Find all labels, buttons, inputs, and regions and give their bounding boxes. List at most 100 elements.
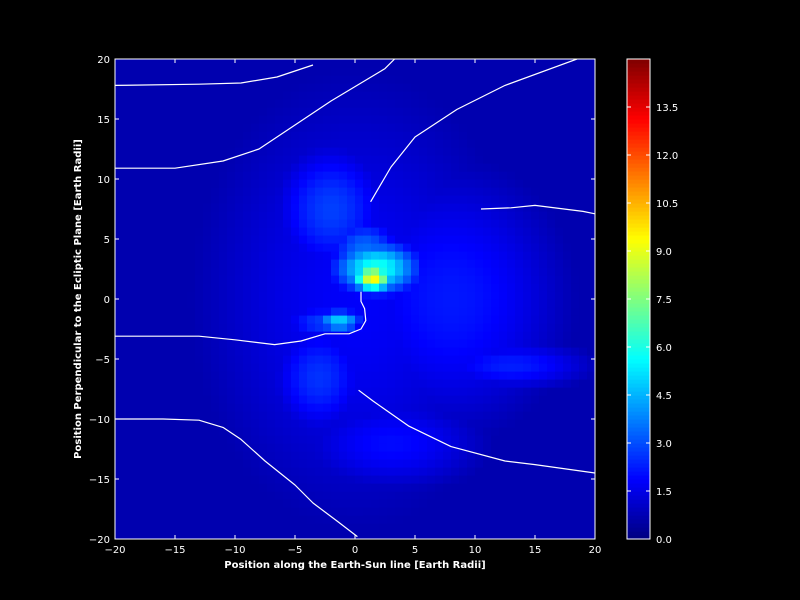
heatmap-cell xyxy=(379,211,388,220)
colorbar-segment xyxy=(627,327,650,332)
heatmap-cell xyxy=(587,395,595,404)
heatmap-cell xyxy=(483,363,492,372)
heatmap-cell xyxy=(115,107,124,116)
heatmap-cell xyxy=(155,107,164,116)
heatmap-cell xyxy=(443,187,452,196)
heatmap-cell xyxy=(579,187,588,196)
heatmap-cell xyxy=(523,251,532,260)
colorbar-segment xyxy=(627,95,650,100)
heatmap-cell xyxy=(315,259,324,268)
heatmap-cell xyxy=(523,211,532,220)
heatmap-cell xyxy=(259,323,268,332)
heatmap-cell xyxy=(155,211,164,220)
heatmap-cell xyxy=(483,155,492,164)
heatmap-cell xyxy=(171,171,180,180)
heatmap-cell xyxy=(371,291,380,300)
heatmap-cell xyxy=(139,123,148,132)
heatmap-cell xyxy=(587,315,595,324)
heatmap-cell xyxy=(427,59,436,68)
heatmap-cell xyxy=(419,419,428,428)
heatmap-cell xyxy=(251,251,260,260)
heatmap-cell xyxy=(339,403,348,412)
heatmap-cell xyxy=(259,211,268,220)
heatmap-cell xyxy=(283,131,292,140)
heatmap-cell xyxy=(299,59,308,68)
colorbar-segment xyxy=(627,379,650,384)
heatmap-cell xyxy=(219,99,228,108)
heatmap-cell xyxy=(259,267,268,276)
colorbar-segment xyxy=(627,275,650,280)
heatmap-cell xyxy=(507,251,516,260)
heatmap-cell xyxy=(259,179,268,188)
heatmap-cell xyxy=(283,91,292,100)
heatmap-cell xyxy=(499,155,508,164)
heatmap-cell xyxy=(379,259,388,268)
heatmap-cell xyxy=(355,475,364,484)
heatmap-cell xyxy=(243,307,252,316)
heatmap-cell xyxy=(571,163,580,172)
heatmap-cell xyxy=(587,155,595,164)
heatmap-cell xyxy=(443,371,452,380)
heatmap-cell xyxy=(115,187,124,196)
heatmap-cell xyxy=(187,139,196,148)
heatmap-cell xyxy=(411,83,420,92)
heatmap-cell xyxy=(531,411,540,420)
heatmap-cell xyxy=(259,299,268,308)
heatmap-cell xyxy=(203,411,212,420)
heatmap-cell xyxy=(299,171,308,180)
heatmap-cell xyxy=(307,363,316,372)
heatmap-cell xyxy=(187,315,196,324)
heatmap-cell xyxy=(291,347,300,356)
heatmap-cell xyxy=(235,331,244,340)
heatmap-cell xyxy=(227,427,236,436)
heatmap-cell xyxy=(427,299,436,308)
heatmap-cell xyxy=(419,299,428,308)
heatmap-cell xyxy=(483,67,492,76)
colorbar-segment xyxy=(627,363,650,368)
heatmap-cell xyxy=(115,331,124,340)
heatmap-cell xyxy=(483,443,492,452)
heatmap-cell xyxy=(219,347,228,356)
heatmap-cell xyxy=(411,219,420,228)
heatmap-cell xyxy=(339,427,348,436)
heatmap-cell xyxy=(387,299,396,308)
heatmap-cell xyxy=(451,99,460,108)
heatmap-cell xyxy=(235,83,244,92)
heatmap-cell xyxy=(219,299,228,308)
heatmap-cell xyxy=(395,507,404,516)
heatmap-cell xyxy=(499,459,508,468)
heatmap-cell xyxy=(403,331,412,340)
heatmap-cell xyxy=(483,99,492,108)
heatmap-cell xyxy=(347,299,356,308)
heatmap-cell xyxy=(427,275,436,284)
heatmap-cell xyxy=(467,67,476,76)
heatmap-cell xyxy=(387,59,396,68)
heatmap-cell xyxy=(323,475,332,484)
heatmap-cell xyxy=(267,403,276,412)
heatmap-cell xyxy=(163,363,172,372)
heatmap-cell xyxy=(219,363,228,372)
heatmap-cell xyxy=(499,147,508,156)
heatmap-cell xyxy=(355,435,364,444)
heatmap-cell xyxy=(147,507,156,516)
heatmap-cell xyxy=(219,307,228,316)
heatmap-cell xyxy=(499,491,508,500)
heatmap-cell xyxy=(179,507,188,516)
heatmap-cell xyxy=(515,347,524,356)
heatmap-cell xyxy=(203,291,212,300)
heatmap-cell xyxy=(451,379,460,388)
heatmap-cell xyxy=(547,483,556,492)
heatmap-cell xyxy=(171,291,180,300)
heatmap-cell xyxy=(235,443,244,452)
heatmap-cell xyxy=(355,251,364,260)
heatmap-cell xyxy=(171,363,180,372)
heatmap-cell xyxy=(379,531,388,539)
heatmap-cell xyxy=(459,515,468,524)
heatmap-cell xyxy=(347,107,356,116)
heatmap-cell xyxy=(387,371,396,380)
heatmap-cell xyxy=(579,107,588,116)
heatmap-cell xyxy=(139,283,148,292)
heatmap-cell xyxy=(315,59,324,68)
heatmap-cell xyxy=(547,395,556,404)
heatmap-cell xyxy=(411,403,420,412)
